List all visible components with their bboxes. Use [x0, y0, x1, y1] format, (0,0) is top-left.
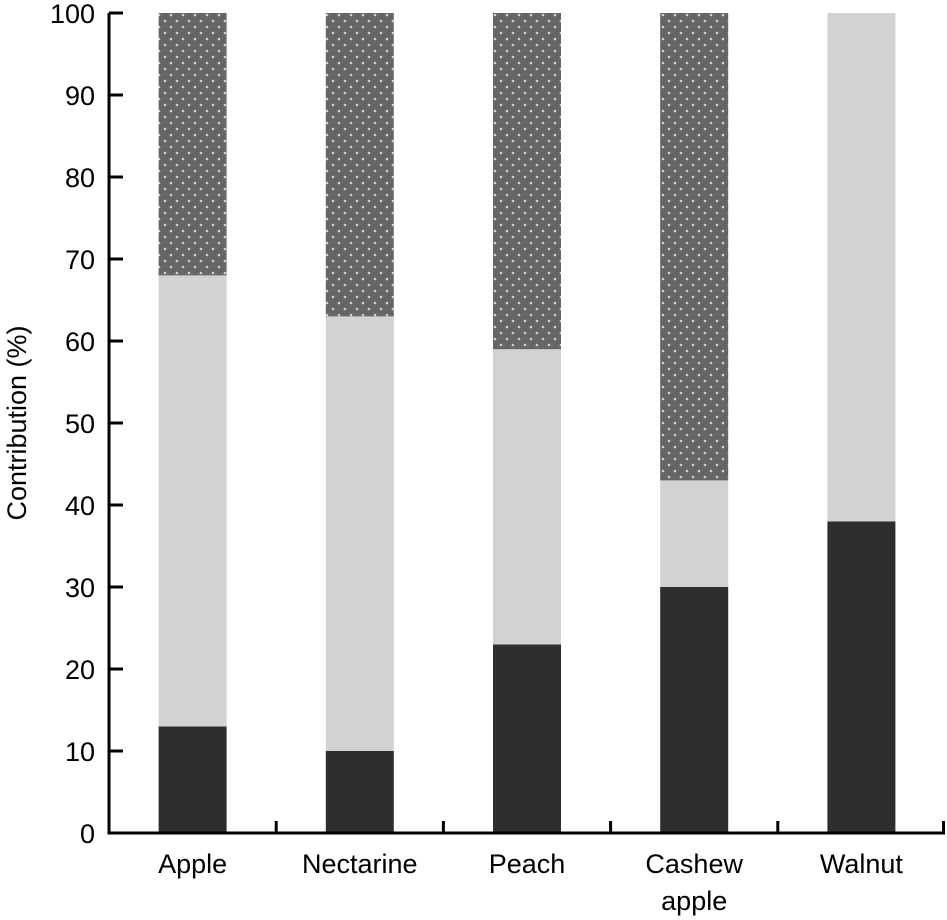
- x-category-label: apple: [661, 886, 727, 916]
- bar-segment-series-3: [158, 13, 227, 276]
- bar-walnut: [827, 13, 896, 833]
- bar-segment-series-1: [660, 587, 729, 833]
- bar-peach: [493, 13, 561, 833]
- bar-segment-series-1: [325, 751, 394, 833]
- bar-segment-series-3: [660, 13, 729, 481]
- y-tick-label: 40: [65, 491, 95, 521]
- bar-segment-series-1: [158, 726, 227, 833]
- bars: [158, 13, 896, 833]
- bar-segment-series-2: [660, 480, 729, 587]
- x-category-label: Cashew: [645, 849, 743, 879]
- bar-segment-series-3: [325, 13, 394, 317]
- axes: [107, 13, 945, 835]
- y-tick-label: 60: [65, 327, 95, 357]
- x-category-label: Apple: [158, 849, 227, 879]
- y-axis-title: Contribution (%): [2, 325, 32, 520]
- y-tick-label: 50: [65, 409, 95, 439]
- x-category-label: Nectarine: [302, 849, 418, 879]
- bar-segment-series-2: [827, 13, 896, 522]
- bar-nectarine: [325, 13, 394, 833]
- x-category-label: Walnut: [820, 849, 904, 879]
- x-axis-labels: Apple Nectarine Peach Cashew apple Walnut: [158, 849, 903, 916]
- y-axis-ticks: 0 10 20 30 40 50 60 70 80 90 100: [50, 0, 123, 849]
- y-tick-label: 20: [65, 655, 95, 685]
- bar-segment-series-1: [827, 521, 896, 833]
- bar-segment-series-1: [493, 644, 561, 833]
- bar-segment-series-3: [493, 13, 561, 350]
- y-tick-label: 100: [50, 0, 95, 29]
- bar-apple: [158, 13, 227, 833]
- y-tick-label: 80: [65, 163, 95, 193]
- y-tick-label: 90: [65, 81, 95, 111]
- bar-cashew-apple: [660, 13, 729, 833]
- y-tick-label: 0: [80, 819, 95, 849]
- y-tick-label: 70: [65, 245, 95, 275]
- y-axis-label: Contribution (%): [2, 325, 32, 520]
- x-category-label: Peach: [489, 849, 566, 879]
- bar-segment-series-2: [158, 275, 227, 727]
- y-tick-label: 30: [65, 573, 95, 603]
- bar-segment-series-2: [325, 316, 394, 751]
- bar-segment-series-2: [493, 349, 561, 645]
- y-tick-label: 10: [65, 737, 95, 767]
